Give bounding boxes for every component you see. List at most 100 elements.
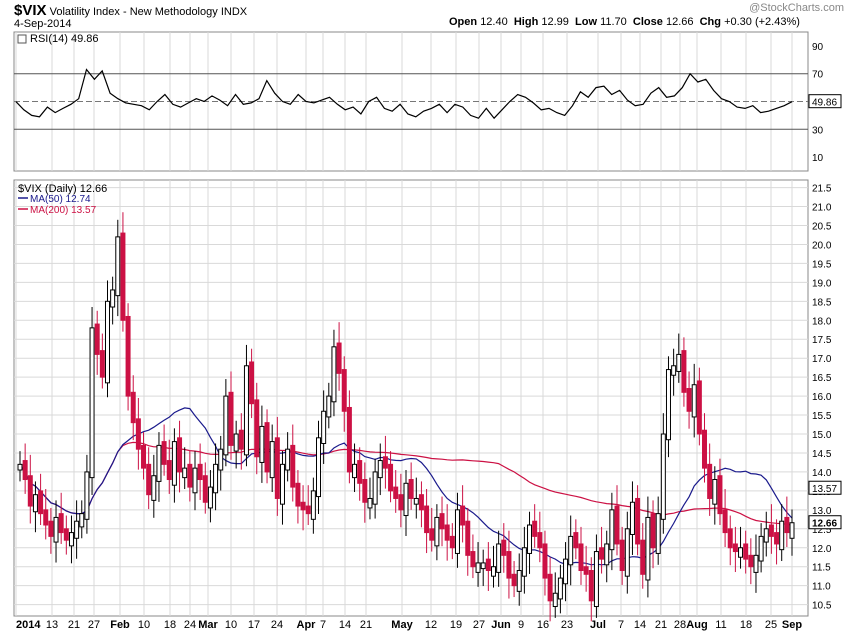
chart-date: 4-Sep-2014 <box>14 18 72 30</box>
candle-body <box>470 551 476 568</box>
candle-body <box>645 516 651 581</box>
x-tick-label: 14 <box>634 619 646 631</box>
candle-body <box>285 448 291 471</box>
x-tick-label: 7 <box>618 619 624 631</box>
chg-value: +0.30 (+2.43%) <box>724 16 800 28</box>
candle-body <box>269 441 275 479</box>
candle-body <box>702 429 708 469</box>
candle-body <box>377 460 383 479</box>
candle-body <box>398 494 404 511</box>
candle-body <box>434 516 440 547</box>
candle-body <box>542 543 548 579</box>
candle-body <box>691 384 697 418</box>
candle-body <box>99 350 105 378</box>
price-tick-label: 11.0 <box>812 582 831 593</box>
symbol: $VIX <box>14 2 47 19</box>
x-tick-label: 13 <box>46 619 58 631</box>
price-tick-label: 13.0 <box>812 506 832 517</box>
low-label: Low <box>575 16 598 28</box>
x-tick-label: Jun <box>491 619 511 631</box>
ma200-badge <box>808 480 842 495</box>
price-axis: 21.5 21.0 20.5 20.0 19.5 19.0 18.5 18.0 17.5 17.0… <box>812 184 832 612</box>
rsi-tick-label: 30 <box>812 125 824 136</box>
candle-body <box>593 551 599 608</box>
candle-body <box>671 365 677 376</box>
candle-body <box>552 592 558 608</box>
candle-body <box>367 497 373 509</box>
x-tick-label: 14 <box>339 619 351 631</box>
rsi-tick-label: 90 <box>812 42 824 53</box>
candle-body <box>738 547 744 558</box>
candle-body <box>676 353 682 372</box>
candle-body <box>346 406 352 473</box>
candle-body <box>151 475 157 501</box>
low-value: 11.70 <box>600 16 627 28</box>
candle-body <box>182 467 188 479</box>
candle-body <box>264 422 270 473</box>
candle-body <box>94 323 100 355</box>
candle-body <box>326 395 332 418</box>
x-tick-label: 18 <box>164 619 176 631</box>
candle-body <box>135 418 141 450</box>
x-tick-label: Feb <box>110 619 130 631</box>
candle-body <box>166 460 172 481</box>
candle-body <box>300 501 306 511</box>
close-value: 12.66 <box>665 16 694 28</box>
candle-body <box>516 570 522 592</box>
x-tick-label: 28 <box>674 619 686 631</box>
candle-body <box>171 441 177 486</box>
candle-body <box>655 513 661 554</box>
x-tick-label: 21 <box>655 619 667 631</box>
x-tick-label: 10 <box>138 619 150 631</box>
candle-body <box>454 509 460 554</box>
candle-body <box>38 490 44 515</box>
candle-body <box>727 528 733 549</box>
price-tick-label: 21.0 <box>812 203 832 214</box>
chg-label: Chg <box>699 16 721 28</box>
candle-body <box>712 479 718 505</box>
rsi-badge <box>808 94 842 109</box>
candle-body <box>352 463 358 479</box>
candle-body <box>763 528 769 543</box>
candle-body <box>249 361 255 405</box>
candle-body <box>79 513 85 528</box>
grid-lines <box>14 32 808 616</box>
candle-body <box>22 460 28 481</box>
x-tick-label: 24 <box>184 619 196 631</box>
candle-body <box>696 380 702 435</box>
x-tick-label: 17 <box>248 619 260 631</box>
price-legend: $VIX (Daily) 12.66 MA(50) 12.74 MA(200) … <box>18 183 107 216</box>
candle-body <box>506 551 512 579</box>
price-tick-label: 14.0 <box>812 468 832 479</box>
candle-body <box>254 399 260 458</box>
x-tick-label: 27 <box>88 619 100 631</box>
candle-body <box>58 513 64 534</box>
candle-body <box>310 490 316 520</box>
candle-body <box>146 463 152 496</box>
candle-body <box>722 509 728 534</box>
candle-body <box>63 528 69 541</box>
rsi-line <box>15 68 793 120</box>
candle-body <box>429 528 435 541</box>
ma50-line <box>19 407 793 566</box>
candle-body <box>557 577 563 600</box>
candle-body <box>223 395 229 456</box>
x-tick-label: 25 <box>765 619 777 631</box>
candle-body <box>27 475 33 507</box>
candle-body <box>156 444 162 482</box>
candle-body <box>104 300 110 384</box>
candle-body <box>768 524 774 537</box>
ma200-badge-label: 13.57 <box>812 484 837 495</box>
x-tick-label: 27 <box>473 619 485 631</box>
price-tick-label: 15.0 <box>812 430 832 441</box>
rsi-tick-label: 10 <box>812 153 824 164</box>
candle-body <box>609 509 615 551</box>
candle-body <box>629 501 635 535</box>
candle-body <box>120 232 126 321</box>
candle-body <box>362 479 368 503</box>
price-tick-label: 14.5 <box>812 449 832 460</box>
candle-body <box>480 562 486 570</box>
candle-body <box>444 524 450 541</box>
price-tick-label: 18.0 <box>812 316 832 327</box>
candle-body <box>686 388 692 412</box>
